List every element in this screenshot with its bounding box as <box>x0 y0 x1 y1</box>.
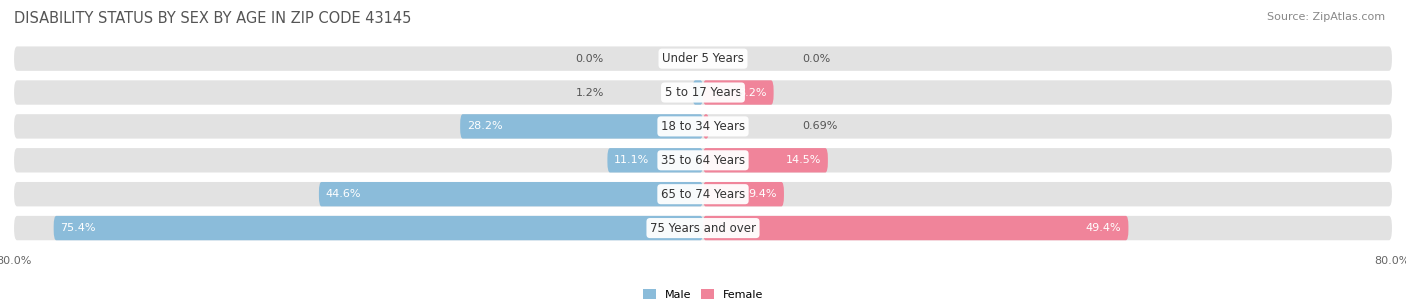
Text: 5 to 17 Years: 5 to 17 Years <box>665 86 741 99</box>
FancyBboxPatch shape <box>319 182 703 206</box>
Text: 1.2%: 1.2% <box>575 88 605 98</box>
FancyBboxPatch shape <box>14 182 1392 206</box>
FancyBboxPatch shape <box>703 80 773 105</box>
Text: 14.5%: 14.5% <box>786 155 821 165</box>
Text: 18 to 34 Years: 18 to 34 Years <box>661 120 745 133</box>
Text: 8.2%: 8.2% <box>738 88 766 98</box>
FancyBboxPatch shape <box>14 148 1392 173</box>
FancyBboxPatch shape <box>693 80 703 105</box>
FancyBboxPatch shape <box>460 114 703 138</box>
Text: 0.0%: 0.0% <box>801 54 831 64</box>
Text: 35 to 64 Years: 35 to 64 Years <box>661 154 745 167</box>
Text: 0.69%: 0.69% <box>801 121 838 131</box>
Text: 11.1%: 11.1% <box>614 155 650 165</box>
Text: 28.2%: 28.2% <box>467 121 503 131</box>
Text: 44.6%: 44.6% <box>326 189 361 199</box>
FancyBboxPatch shape <box>14 80 1392 105</box>
FancyBboxPatch shape <box>703 148 828 173</box>
Text: 9.4%: 9.4% <box>748 189 778 199</box>
FancyBboxPatch shape <box>703 182 785 206</box>
FancyBboxPatch shape <box>14 46 1392 71</box>
FancyBboxPatch shape <box>53 216 703 240</box>
Text: 0.0%: 0.0% <box>575 54 605 64</box>
Legend: Male, Female: Male, Female <box>638 285 768 304</box>
Text: DISABILITY STATUS BY SEX BY AGE IN ZIP CODE 43145: DISABILITY STATUS BY SEX BY AGE IN ZIP C… <box>14 11 412 26</box>
FancyBboxPatch shape <box>14 216 1392 240</box>
FancyBboxPatch shape <box>703 114 709 138</box>
Text: Source: ZipAtlas.com: Source: ZipAtlas.com <box>1267 12 1385 22</box>
Text: 65 to 74 Years: 65 to 74 Years <box>661 188 745 201</box>
FancyBboxPatch shape <box>607 148 703 173</box>
Text: Under 5 Years: Under 5 Years <box>662 52 744 65</box>
Text: 49.4%: 49.4% <box>1085 223 1122 233</box>
Text: 75.4%: 75.4% <box>60 223 96 233</box>
FancyBboxPatch shape <box>703 216 1129 240</box>
FancyBboxPatch shape <box>14 114 1392 138</box>
Text: 75 Years and over: 75 Years and over <box>650 221 756 235</box>
